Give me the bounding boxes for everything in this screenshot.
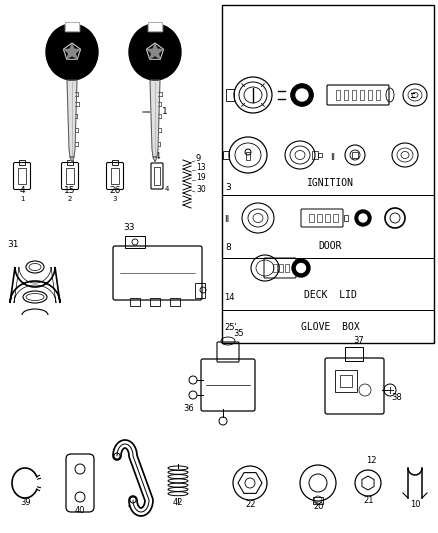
- Ellipse shape: [46, 24, 98, 80]
- Bar: [344, 90, 348, 100]
- Bar: [111, 168, 119, 184]
- Text: 19: 19: [196, 173, 205, 182]
- Text: 14: 14: [224, 293, 234, 302]
- Text: 20: 20: [313, 502, 324, 511]
- Text: 3: 3: [225, 183, 231, 192]
- Bar: [352, 90, 356, 100]
- Ellipse shape: [129, 24, 181, 80]
- Text: 3: 3: [113, 196, 117, 202]
- Text: 1: 1: [20, 196, 24, 202]
- Polygon shape: [70, 157, 74, 162]
- Bar: [130, 298, 140, 306]
- Text: 31: 31: [7, 240, 18, 249]
- Text: 35: 35: [233, 329, 244, 338]
- Bar: [273, 264, 277, 272]
- Text: 39: 39: [20, 498, 31, 507]
- Text: GLOVE  BOX: GLOVE BOX: [300, 322, 359, 332]
- Bar: [154, 167, 160, 185]
- Text: DECK  LID: DECK LID: [304, 290, 357, 300]
- Bar: [226, 89, 234, 101]
- Bar: [19, 160, 25, 165]
- Polygon shape: [148, 44, 162, 59]
- Bar: [336, 90, 340, 100]
- Bar: [352, 152, 358, 158]
- Text: 26: 26: [110, 186, 121, 195]
- Bar: [112, 160, 118, 165]
- Text: 13: 13: [196, 163, 205, 172]
- Bar: [222, 5, 434, 343]
- Bar: [344, 215, 348, 221]
- Ellipse shape: [297, 263, 305, 272]
- Text: IGNITION: IGNITION: [307, 178, 353, 188]
- Polygon shape: [64, 44, 80, 59]
- Text: 9: 9: [196, 154, 201, 163]
- Bar: [65, 22, 79, 31]
- Bar: [65, 22, 79, 31]
- Ellipse shape: [355, 210, 371, 226]
- Bar: [317, 214, 322, 222]
- Text: 12: 12: [366, 456, 377, 465]
- Text: II: II: [331, 152, 336, 161]
- Ellipse shape: [292, 259, 310, 277]
- Bar: [345, 347, 363, 361]
- Bar: [170, 298, 180, 306]
- Bar: [368, 90, 372, 100]
- Bar: [285, 264, 289, 272]
- Polygon shape: [153, 157, 157, 162]
- Text: 1: 1: [162, 108, 168, 117]
- Polygon shape: [67, 80, 77, 157]
- Bar: [18, 168, 26, 184]
- Polygon shape: [150, 80, 160, 157]
- Bar: [360, 90, 364, 100]
- Bar: [223, 151, 229, 159]
- Text: 30: 30: [196, 185, 206, 194]
- Bar: [313, 497, 323, 504]
- Text: 8: 8: [225, 243, 231, 252]
- Bar: [66, 168, 74, 184]
- Text: 21: 21: [363, 496, 374, 505]
- Bar: [148, 22, 162, 31]
- Text: 22: 22: [245, 500, 255, 509]
- Text: 4: 4: [19, 186, 25, 195]
- Bar: [340, 375, 352, 387]
- Text: 25ʹ: 25ʹ: [224, 323, 237, 332]
- Text: 40: 40: [75, 506, 85, 515]
- Text: 33: 33: [123, 223, 134, 232]
- Text: 15: 15: [64, 186, 76, 195]
- Text: 37: 37: [353, 336, 364, 345]
- Ellipse shape: [359, 214, 367, 222]
- Bar: [335, 370, 357, 392]
- Bar: [150, 298, 160, 306]
- Bar: [325, 214, 330, 222]
- Text: 2: 2: [68, 196, 72, 202]
- Text: 42: 42: [173, 498, 184, 507]
- Text: 10: 10: [410, 500, 420, 509]
- Bar: [195, 283, 205, 298]
- Bar: [67, 160, 73, 165]
- Bar: [148, 22, 162, 31]
- Ellipse shape: [291, 84, 313, 106]
- Bar: [309, 214, 314, 222]
- Bar: [125, 236, 145, 248]
- Text: 4: 4: [154, 152, 160, 161]
- Bar: [279, 264, 283, 272]
- Bar: [318, 153, 322, 157]
- Bar: [246, 152, 250, 160]
- Text: DOOR: DOOR: [318, 241, 342, 251]
- Bar: [312, 151, 318, 159]
- Text: 36: 36: [183, 404, 194, 413]
- Text: 41: 41: [128, 501, 138, 510]
- Ellipse shape: [296, 89, 308, 101]
- Bar: [376, 90, 380, 100]
- Text: II: II: [224, 215, 230, 224]
- Text: 38: 38: [391, 393, 402, 402]
- Text: 4: 4: [165, 186, 170, 192]
- Bar: [333, 214, 338, 222]
